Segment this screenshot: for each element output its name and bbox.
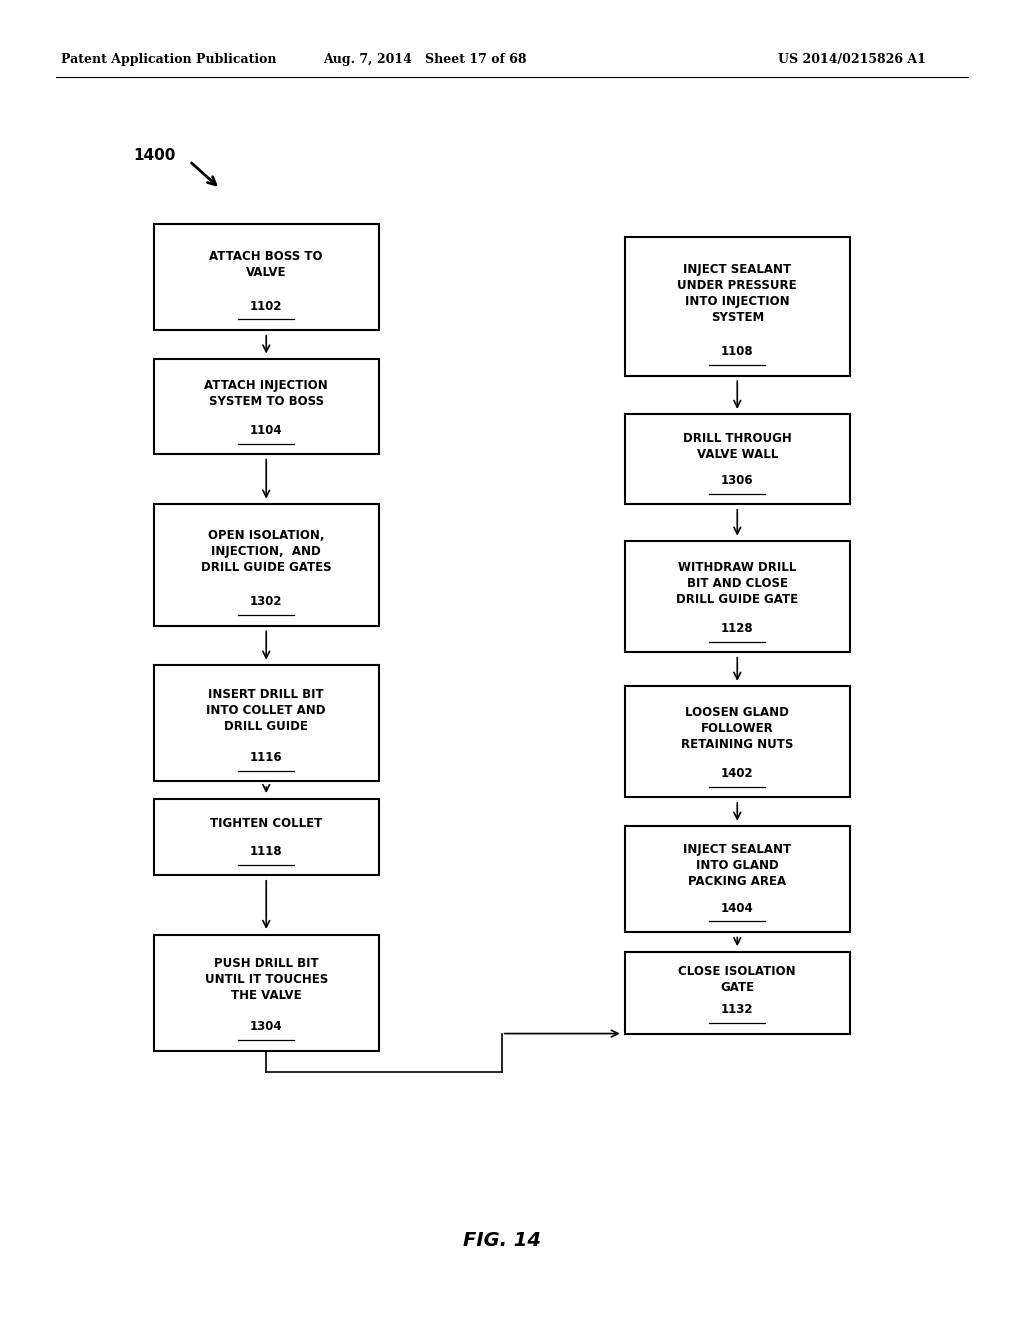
Text: 1128: 1128 [721,622,754,635]
Text: 1400: 1400 [133,148,175,164]
FancyBboxPatch shape [154,224,379,330]
Text: OPEN ISOLATION,
INJECTION,  AND
DRILL GUIDE GATES: OPEN ISOLATION, INJECTION, AND DRILL GUI… [201,529,332,574]
FancyBboxPatch shape [154,665,379,781]
FancyBboxPatch shape [625,414,850,504]
FancyBboxPatch shape [154,935,379,1051]
Text: 1104: 1104 [250,424,283,437]
FancyBboxPatch shape [625,238,850,375]
Text: Aug. 7, 2014   Sheet 17 of 68: Aug. 7, 2014 Sheet 17 of 68 [324,53,526,66]
Text: TIGHTEN COLLET: TIGHTEN COLLET [210,817,323,830]
Text: 1302: 1302 [250,595,283,609]
Text: 1402: 1402 [721,767,754,780]
Text: 1304: 1304 [250,1020,283,1034]
Text: CLOSE ISOLATION
GATE: CLOSE ISOLATION GATE [679,965,796,994]
Text: 1102: 1102 [250,300,283,313]
Text: ATTACH BOSS TO
VALVE: ATTACH BOSS TO VALVE [210,249,323,279]
Text: INJECT SEALANT
INTO GLAND
PACKING AREA: INJECT SEALANT INTO GLAND PACKING AREA [683,843,792,888]
Text: 1404: 1404 [721,902,754,915]
Text: Patent Application Publication: Patent Application Publication [61,53,276,66]
Text: 1108: 1108 [721,346,754,358]
Text: 1306: 1306 [721,474,754,487]
FancyBboxPatch shape [154,359,379,454]
Text: WITHDRAW DRILL
BIT AND CLOSE
DRILL GUIDE GATE: WITHDRAW DRILL BIT AND CLOSE DRILL GUIDE… [676,561,799,606]
Text: US 2014/0215826 A1: US 2014/0215826 A1 [778,53,926,66]
Text: DRILL THROUGH
VALVE WALL: DRILL THROUGH VALVE WALL [683,432,792,461]
FancyBboxPatch shape [625,952,850,1034]
Text: ATTACH INJECTION
SYSTEM TO BOSS: ATTACH INJECTION SYSTEM TO BOSS [205,379,328,408]
Text: 1132: 1132 [721,1003,754,1016]
Text: INJECT SEALANT
UNDER PRESSURE
INTO INJECTION
SYSTEM: INJECT SEALANT UNDER PRESSURE INTO INJEC… [678,263,797,323]
Text: 1118: 1118 [250,845,283,858]
Text: FIG. 14: FIG. 14 [463,1232,541,1250]
FancyBboxPatch shape [625,541,850,652]
Text: PUSH DRILL BIT
UNTIL IT TOUCHES
THE VALVE: PUSH DRILL BIT UNTIL IT TOUCHES THE VALV… [205,957,328,1002]
Text: LOOSEN GLAND
FOLLOWER
RETAINING NUTS: LOOSEN GLAND FOLLOWER RETAINING NUTS [681,706,794,751]
FancyBboxPatch shape [154,504,379,626]
FancyBboxPatch shape [625,686,850,797]
Text: 1116: 1116 [250,751,283,764]
FancyBboxPatch shape [154,799,379,875]
Text: INSERT DRILL BIT
INTO COLLET AND
DRILL GUIDE: INSERT DRILL BIT INTO COLLET AND DRILL G… [207,688,326,733]
FancyBboxPatch shape [625,826,850,932]
